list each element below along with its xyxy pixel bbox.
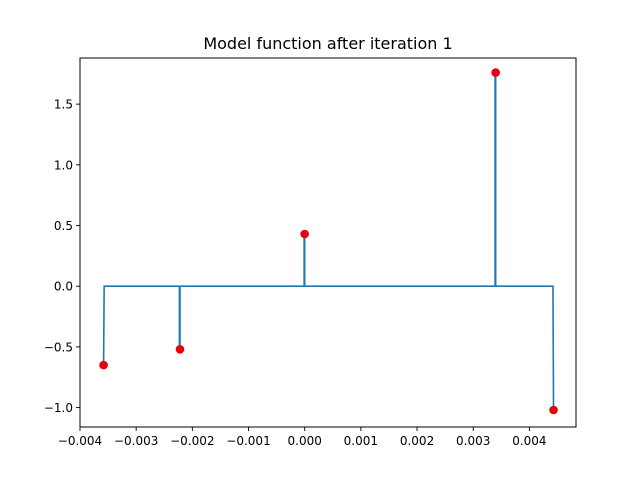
scatter-point	[175, 345, 185, 354]
y-tick-label: 0.0	[54, 280, 73, 294]
axes-frame	[79, 57, 577, 428]
x-tick-label: 0.001	[344, 434, 378, 448]
y-tick-label: 1.0	[54, 158, 73, 172]
scatter-point	[491, 68, 500, 77]
y-tick-label: 1.5	[54, 98, 73, 112]
plot-area: −0.004 −0.003 −0.002 −0.001 0.000 0.001 0.002 0…	[44, 57, 577, 448]
y-tick-label: −1.0	[44, 401, 73, 415]
chart-title: Model function after iteration 1	[203, 34, 452, 53]
x-tick-label: −0.003	[114, 434, 158, 448]
x-tick-label: −0.002	[170, 434, 214, 448]
x-tick-label: −0.001	[226, 434, 270, 448]
y-tick-label: 0.5	[54, 219, 73, 233]
x-tick-label: 0.003	[456, 434, 490, 448]
x-tick-label: 0.004	[512, 434, 546, 448]
x-tick-label: −0.004	[58, 434, 102, 448]
x-tick-label: 0.000	[288, 434, 322, 448]
scatter-point	[300, 229, 309, 239]
scatter-point	[549, 405, 558, 415]
y-tick-label: −0.5	[44, 340, 73, 354]
x-tick-label: 0.002	[400, 434, 434, 448]
scatter-point	[99, 360, 108, 370]
